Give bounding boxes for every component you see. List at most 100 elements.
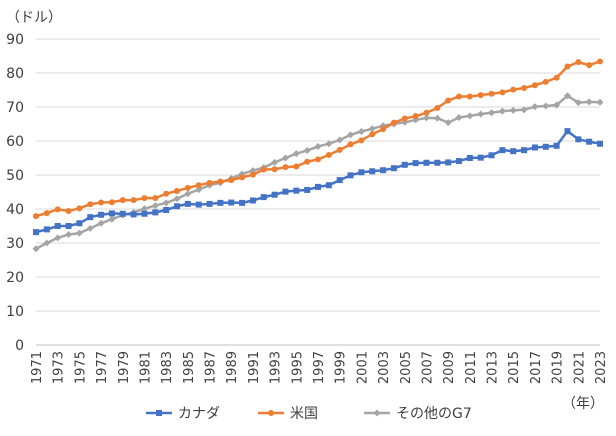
data-point [65,231,73,238]
data-point [33,213,39,220]
data-point [75,229,83,237]
data-point [97,219,105,227]
y-tick-label: 50 [6,168,24,184]
data-point [423,159,430,166]
x-tick-label: 2001 [355,351,370,384]
x-tick-label: 1977 [95,351,110,384]
data-point [87,201,94,208]
data-point [108,199,115,206]
data-point [43,239,51,247]
data-point [358,137,365,144]
x-tick-label: 1999 [334,351,349,384]
x-tick-label: 1983 [160,351,175,384]
data-point [358,169,365,176]
data-point [314,142,322,150]
data-point [260,194,267,201]
data-point [119,197,126,204]
data-point [163,190,170,197]
data-point [564,128,571,135]
data-point [292,150,300,158]
x-tick-label: 1979 [117,351,132,384]
data-point [249,197,256,204]
data-point [401,161,408,168]
data-point [195,201,202,208]
data-point [434,159,441,166]
data-point [412,113,419,120]
data-point [401,115,408,122]
data-point [520,106,528,114]
data-point [303,147,311,155]
data-point [575,59,582,66]
data-point [151,202,159,210]
legend-label: 米国 [290,406,318,422]
data-point [336,177,343,184]
x-tick-label: 1989 [225,351,240,384]
x-tick-label: 2021 [572,351,587,384]
data-point [174,203,180,210]
data-point [477,92,484,99]
x-tick-label: 2007 [420,351,435,384]
data-point [575,136,582,143]
series-line-2 [35,94,601,250]
data-point [563,92,571,100]
x-tick-label: 2009 [442,351,457,384]
data-point [553,74,560,81]
x-tick-label: 1985 [182,351,197,384]
data-point [43,226,50,233]
data-point [347,131,355,139]
data-point [206,179,213,186]
data-point [65,223,72,229]
data-point [33,229,39,236]
data-point [369,168,376,175]
data-point [499,147,506,154]
data-point [597,58,603,65]
data-point [488,90,495,97]
y-tick-label: 10 [6,304,24,320]
data-point [239,199,246,206]
y-tick-label: 70 [6,100,24,116]
data-point [336,146,343,153]
data-point [98,199,105,206]
data-point [466,155,473,161]
data-point [98,211,105,218]
data-point [239,174,246,181]
data-point [184,190,192,198]
data-point [510,86,517,93]
data-point [293,163,300,170]
data-point [597,140,603,147]
data-point [304,158,311,165]
data-point [152,209,159,216]
data-point [152,195,159,202]
data-point [130,211,137,218]
y-tick-label: 90 [6,32,24,48]
data-point [217,178,224,185]
data-point [369,131,376,138]
data-point [445,97,452,104]
y-tick-label: 30 [6,236,24,252]
x-tick-label: 2019 [551,351,566,384]
x-tick-label: 2017 [529,351,544,384]
x-tick-label: 1975 [73,351,88,384]
data-point [422,114,430,122]
data-point [357,127,365,135]
data-point [455,114,463,122]
data-point [271,191,278,198]
data-point [456,93,462,100]
data-point [380,126,387,133]
data-point [163,207,170,214]
data-point [249,171,256,178]
x-tick-label: 2003 [377,351,392,384]
y-tick-label: 80 [6,66,24,82]
data-point [325,182,332,189]
y-tick-label: 0 [15,338,24,354]
x-tick-label: 1981 [138,351,153,384]
data-point [271,166,278,173]
data-point [521,147,528,154]
data-point [488,152,495,159]
legend-marker [373,409,381,417]
data-point [54,223,61,229]
data-point [574,99,582,107]
data-point [510,148,517,155]
data-point [586,62,593,69]
data-point [466,93,473,100]
